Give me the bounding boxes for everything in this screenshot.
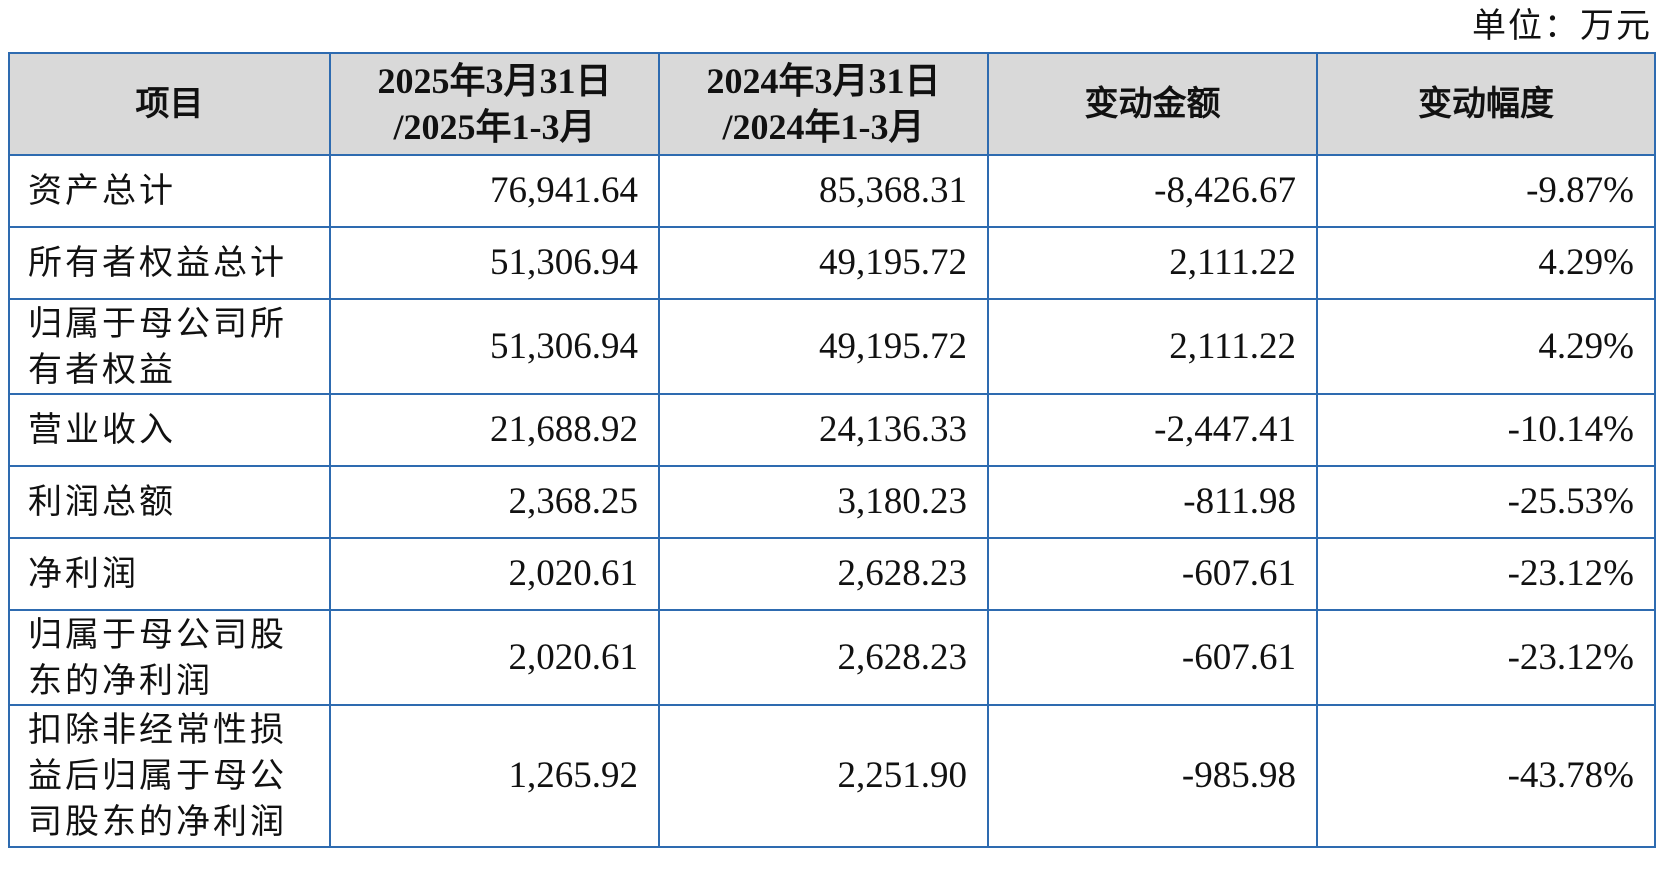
cell-pct: -23.12%: [1316, 537, 1656, 611]
cell-2024: 2,628.23: [658, 537, 989, 611]
header-2025: 2025年3月31日 /2025年1-3月: [329, 52, 660, 156]
cell-change: -2,447.41: [987, 393, 1318, 467]
cell-2024: 85,368.31: [658, 154, 989, 228]
header-change-amount: 变动金额: [987, 52, 1318, 156]
cell-pct: -23.12%: [1316, 609, 1656, 706]
cell-pct: 4.29%: [1316, 298, 1656, 395]
cell-2024: 2,628.23: [658, 609, 989, 706]
table-row: 净利润 2,020.61 2,628.23 -607.61 -23.12%: [8, 537, 1656, 611]
header-2024-line2: /2024年1-3月: [722, 107, 925, 147]
row-label: 归属于母公司所有者权益: [8, 298, 331, 395]
row-label: 扣除非经常性损益后归属于母公司股东的净利润: [8, 704, 331, 848]
cell-pct: -10.14%: [1316, 393, 1656, 467]
table-row: 归属于母公司股东的净利润 2,020.61 2,628.23 -607.61 -…: [8, 609, 1656, 706]
cell-pct: 4.29%: [1316, 226, 1656, 300]
row-label: 归属于母公司股东的净利润: [8, 609, 331, 706]
table-row: 所有者权益总计 51,306.94 49,195.72 2,111.22 4.2…: [8, 226, 1656, 300]
cell-pct: -25.53%: [1316, 465, 1656, 539]
header-2025-line2: /2025年1-3月: [393, 107, 596, 147]
cell-change: -811.98: [987, 465, 1318, 539]
cell-2024: 3,180.23: [658, 465, 989, 539]
cell-change: 2,111.22: [987, 226, 1318, 300]
cell-pct: -43.78%: [1316, 704, 1656, 848]
cell-2025: 76,941.64: [329, 154, 660, 228]
cell-2025: 51,306.94: [329, 226, 660, 300]
cell-2025: 2,020.61: [329, 537, 660, 611]
header-2024-line1: 2024年3月31日: [706, 61, 941, 101]
header-item: 项目: [8, 52, 331, 156]
cell-2025: 2,020.61: [329, 609, 660, 706]
table-row: 利润总额 2,368.25 3,180.23 -811.98 -25.53%: [8, 465, 1656, 539]
cell-2025: 51,306.94: [329, 298, 660, 395]
table-row: 归属于母公司所有者权益 51,306.94 49,195.72 2,111.22…: [8, 298, 1656, 395]
table-row: 营业收入 21,688.92 24,136.33 -2,447.41 -10.1…: [8, 393, 1656, 467]
unit-label: 单位：万元: [1472, 6, 1652, 46]
header-2024: 2024年3月31日 /2024年1-3月: [658, 52, 989, 156]
cell-change: -607.61: [987, 609, 1318, 706]
row-label: 净利润: [8, 537, 331, 611]
cell-2025: 2,368.25: [329, 465, 660, 539]
table-row: 扣除非经常性损益后归属于母公司股东的净利润 1,265.92 2,251.90 …: [8, 704, 1656, 848]
table-row: 资产总计 76,941.64 85,368.31 -8,426.67 -9.87…: [8, 154, 1656, 228]
financial-summary-table: 项目 2025年3月31日 /2025年1-3月 2024年3月31日 /202…: [8, 52, 1656, 848]
cell-2025: 21,688.92: [329, 393, 660, 467]
cell-2024: 49,195.72: [658, 226, 989, 300]
cell-2024: 24,136.33: [658, 393, 989, 467]
header-change-pct: 变动幅度: [1316, 52, 1656, 156]
row-label: 营业收入: [8, 393, 331, 467]
cell-change: -985.98: [987, 704, 1318, 848]
cell-change: -607.61: [987, 537, 1318, 611]
cell-2024: 2,251.90: [658, 704, 989, 848]
cell-change: -8,426.67: [987, 154, 1318, 228]
row-label: 所有者权益总计: [8, 226, 331, 300]
header-2025-line1: 2025年3月31日: [377, 61, 612, 101]
row-label: 资产总计: [8, 154, 331, 228]
cell-change: 2,111.22: [987, 298, 1318, 395]
row-label: 利润总额: [8, 465, 331, 539]
cell-2024: 49,195.72: [658, 298, 989, 395]
cell-2025: 1,265.92: [329, 704, 660, 848]
table-header-row: 项目 2025年3月31日 /2025年1-3月 2024年3月31日 /202…: [8, 52, 1656, 156]
cell-pct: -9.87%: [1316, 154, 1656, 228]
